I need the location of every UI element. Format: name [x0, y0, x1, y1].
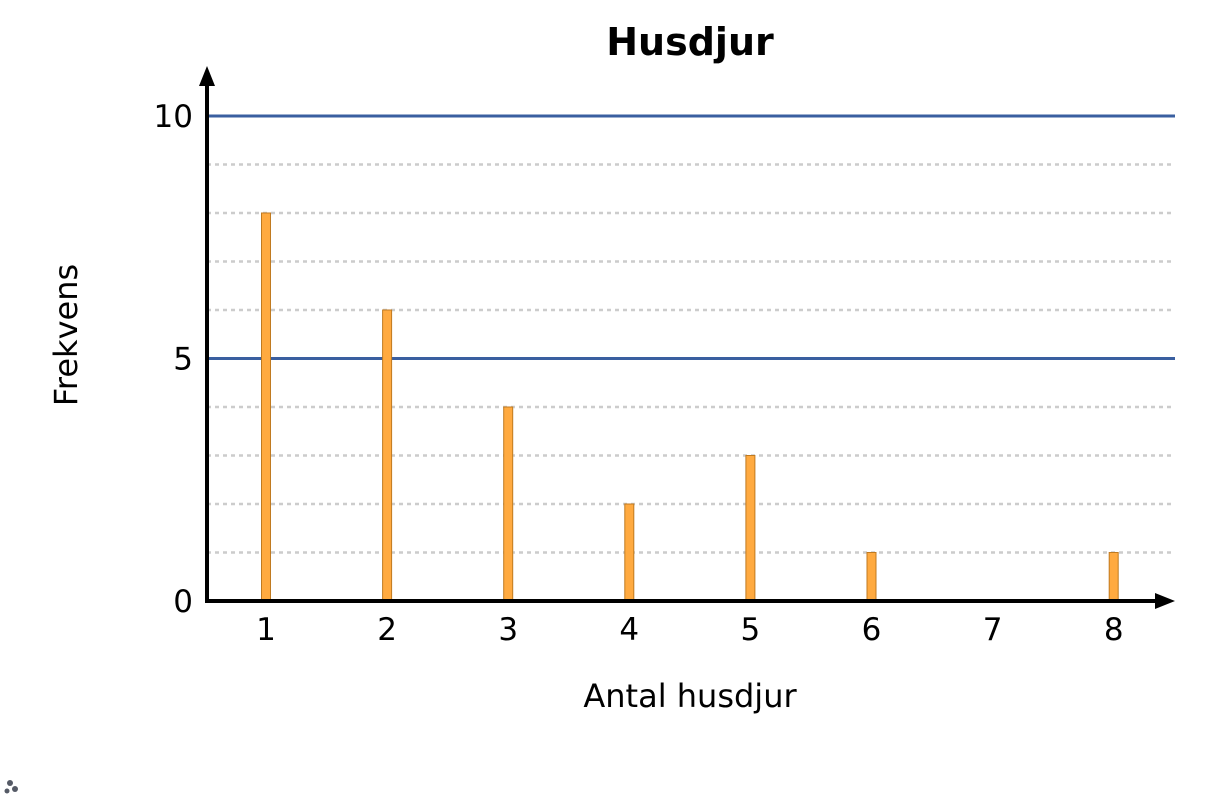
- major-gridlines: [207, 114, 1175, 360]
- y-tick-label: 5: [173, 342, 193, 378]
- x-tick-label: 7: [983, 612, 1003, 648]
- bar: [261, 212, 271, 602]
- x-tick-label: 2: [377, 612, 397, 648]
- bar: [624, 503, 635, 602]
- y-tick-labels: 0 5 10: [154, 99, 193, 620]
- x-tick-label: 4: [619, 612, 639, 648]
- y-tick-label: 0: [173, 584, 193, 620]
- y-tick-label: 10: [154, 99, 193, 135]
- bar: [745, 455, 756, 602]
- x-tick-label: 6: [862, 612, 882, 648]
- x-axis-arrow-icon: [1155, 593, 1175, 609]
- bar: [382, 309, 393, 602]
- x-tick-label: 5: [741, 612, 761, 648]
- x-tick-label: 1: [256, 612, 276, 648]
- x-tick-label: 3: [498, 612, 518, 648]
- bar: [503, 406, 514, 602]
- brand-logo-icon: [4, 780, 18, 794]
- bar: [866, 552, 877, 602]
- x-tick-label: 8: [1104, 612, 1124, 648]
- y-axis-arrow-icon: [199, 66, 215, 86]
- chart-title: Husdjur: [606, 20, 774, 64]
- minor-gridlines: [207, 163, 1175, 554]
- x-tick-labels: 1 2 3 4 5 6 7 8: [256, 612, 1123, 648]
- y-axis-title: Frekvens: [47, 264, 85, 406]
- x-axis-title: Antal husdjur: [583, 677, 797, 715]
- bar: [1108, 552, 1119, 602]
